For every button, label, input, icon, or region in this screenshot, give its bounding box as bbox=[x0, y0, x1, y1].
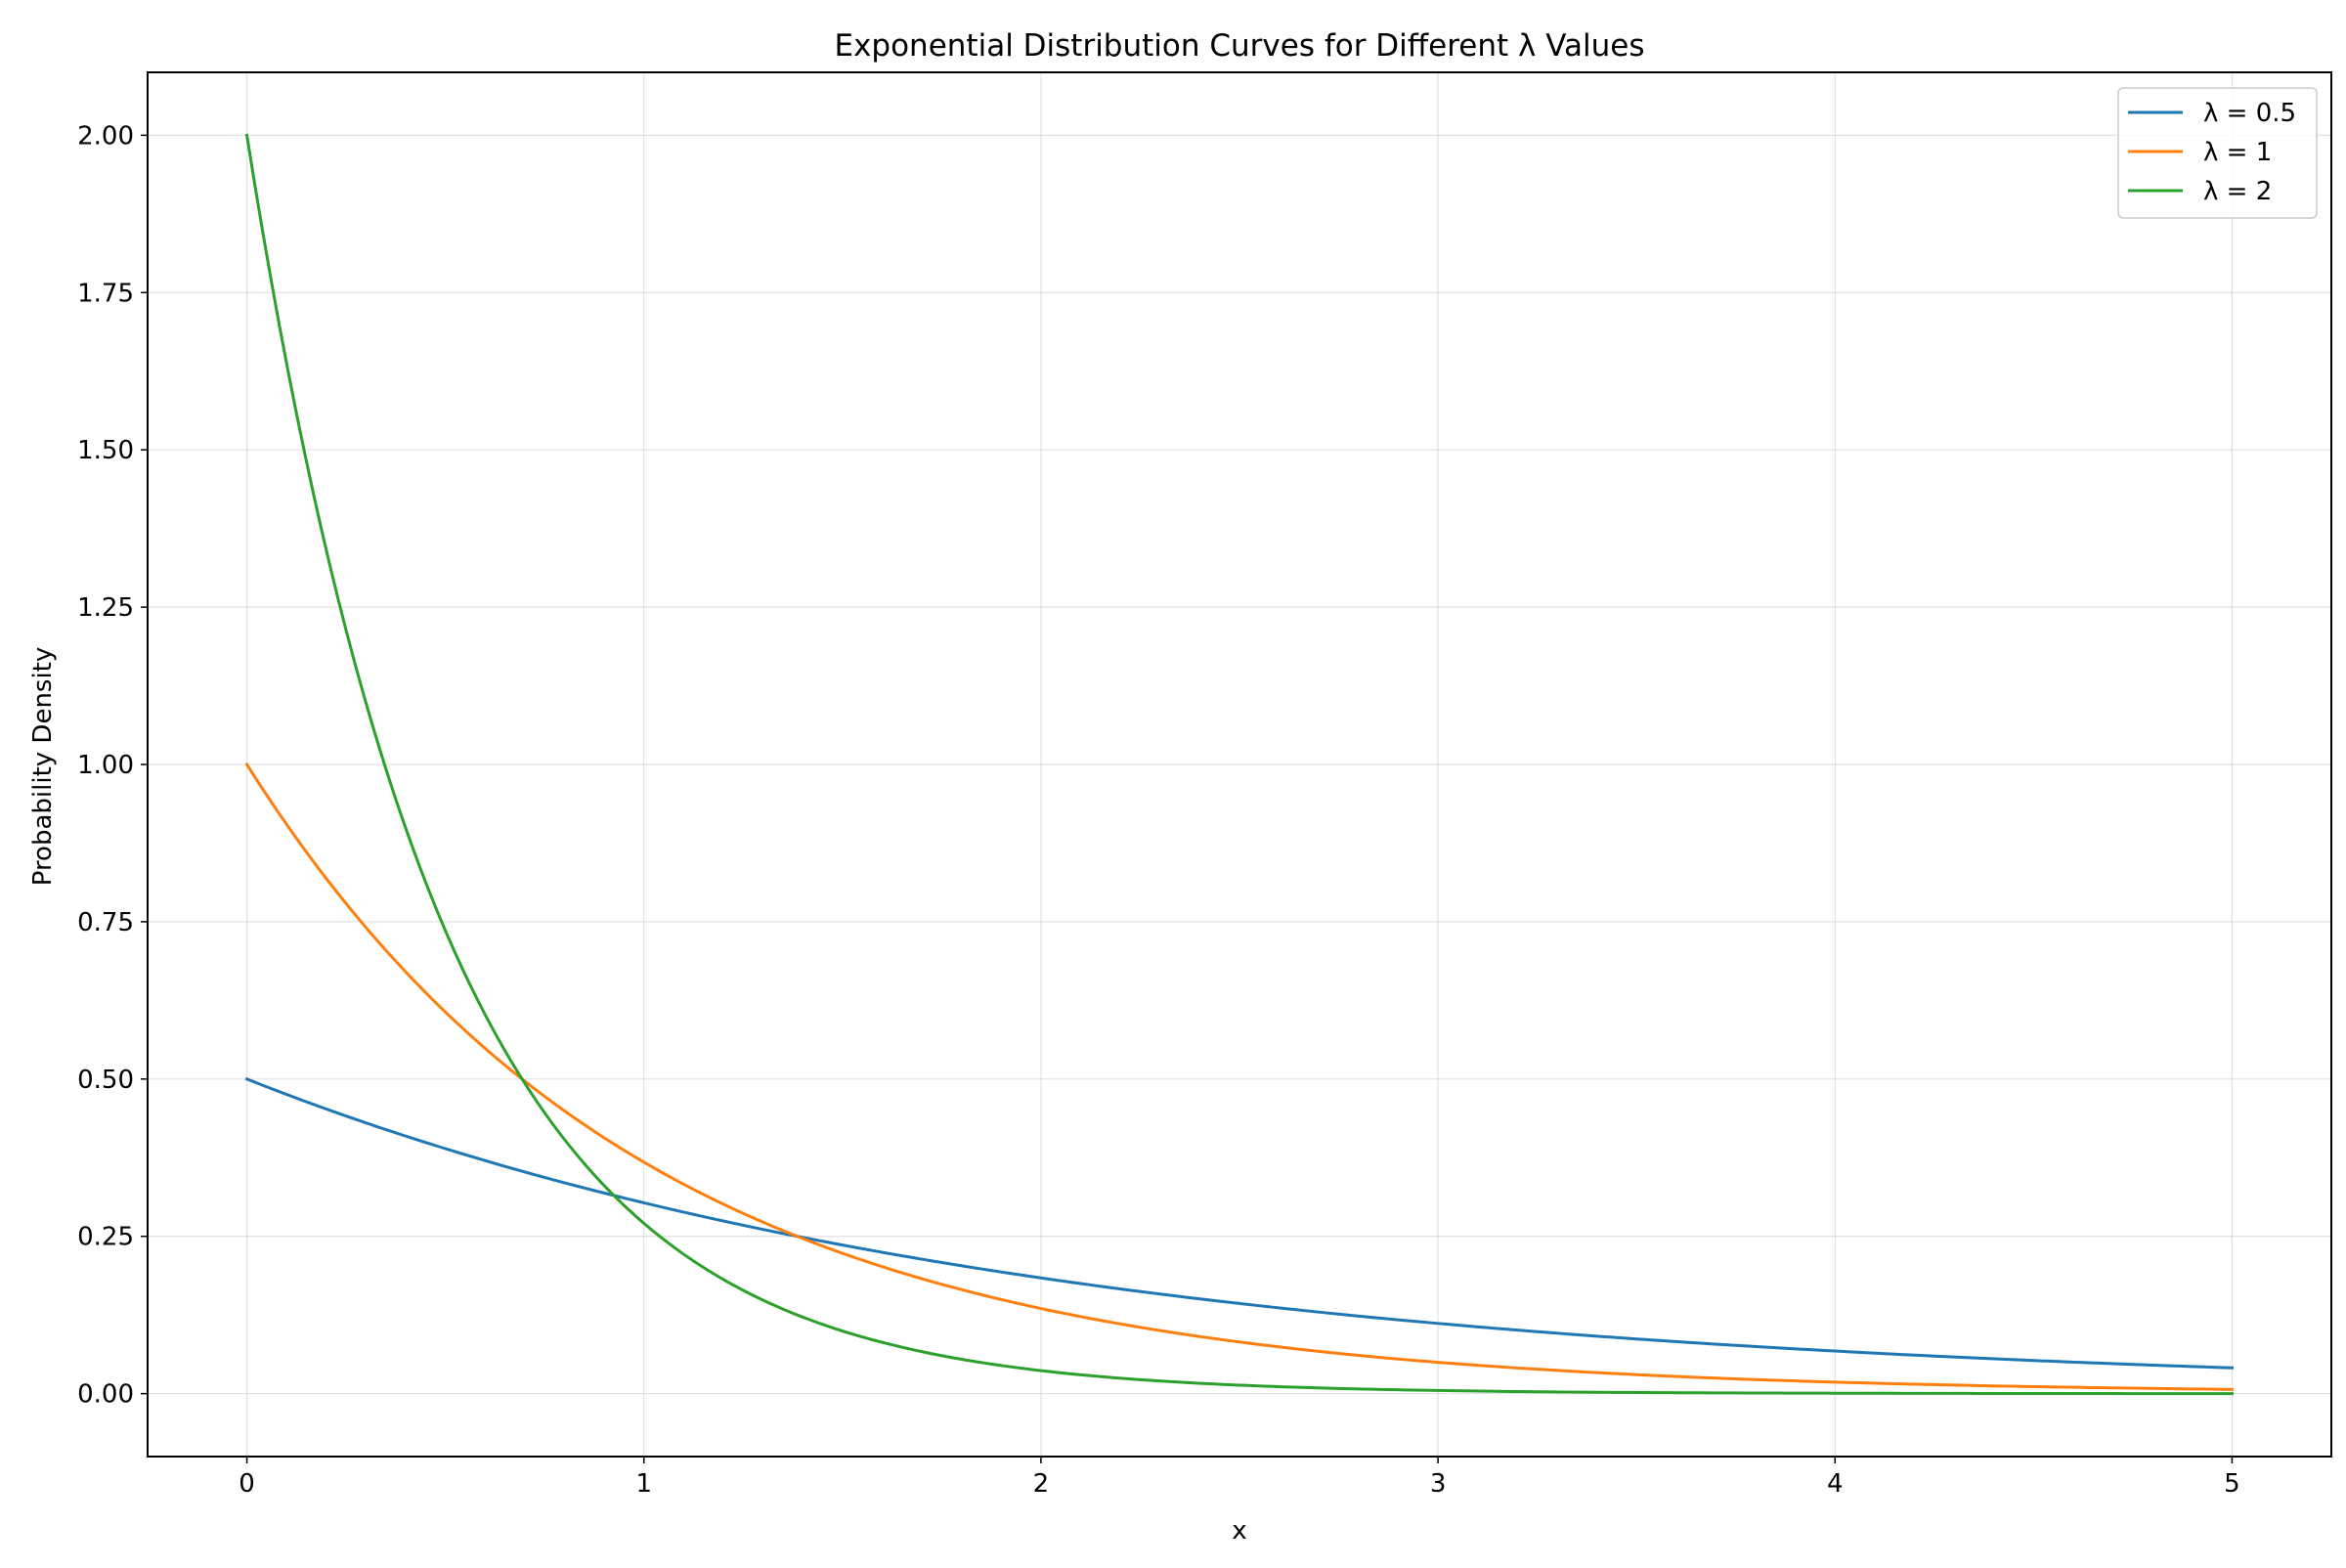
y-tick-label: 0.50 bbox=[77, 1066, 134, 1095]
legend: λ = 0.5 λ = 1 λ = 2 bbox=[2117, 87, 2318, 219]
y-tick-label: 2.00 bbox=[77, 121, 134, 151]
x-tick-label: 5 bbox=[2224, 1469, 2240, 1499]
x-tick-label: 3 bbox=[1430, 1469, 1447, 1499]
x-tick-label: 1 bbox=[635, 1469, 652, 1499]
series-layer bbox=[244, 133, 2234, 1396]
legend-frame bbox=[2117, 87, 2318, 219]
y-tick-label: 0.75 bbox=[77, 908, 134, 937]
tick-layer: 0 1 2 3 4 5 0.00 0.25 0.50 0.75 1.00 1.25 1.50 1.75 2.… bbox=[77, 121, 2240, 1499]
y-axis-label: Probability Density bbox=[28, 647, 58, 887]
grid-layer bbox=[148, 72, 2331, 1457]
series-line-3 bbox=[244, 133, 2234, 1396]
y-tick-label: 1.75 bbox=[77, 279, 134, 308]
y-tick-label: 1.25 bbox=[77, 593, 134, 623]
series-line-1 bbox=[244, 1076, 2234, 1370]
x-axis-label: x bbox=[1232, 1516, 1246, 1546]
y-tick-label: 0.00 bbox=[77, 1380, 134, 1410]
x-tick-label: 0 bbox=[239, 1469, 255, 1499]
legend-label-1: λ = 0.5 bbox=[2203, 99, 2296, 128]
series-line-2 bbox=[244, 762, 2234, 1391]
y-tick-label: 0.25 bbox=[77, 1223, 134, 1252]
y-tick-label: 1.00 bbox=[77, 751, 134, 780]
x-tick-label: 4 bbox=[1827, 1469, 1844, 1499]
legend-label-2: λ = 1 bbox=[2203, 138, 2272, 167]
y-tick-label: 1.50 bbox=[77, 436, 134, 465]
legend-label-3: λ = 2 bbox=[2203, 177, 2272, 206]
x-tick-label: 2 bbox=[1033, 1469, 1050, 1499]
chart-title: Exponential Distribution Curves for Diff… bbox=[834, 28, 1644, 64]
